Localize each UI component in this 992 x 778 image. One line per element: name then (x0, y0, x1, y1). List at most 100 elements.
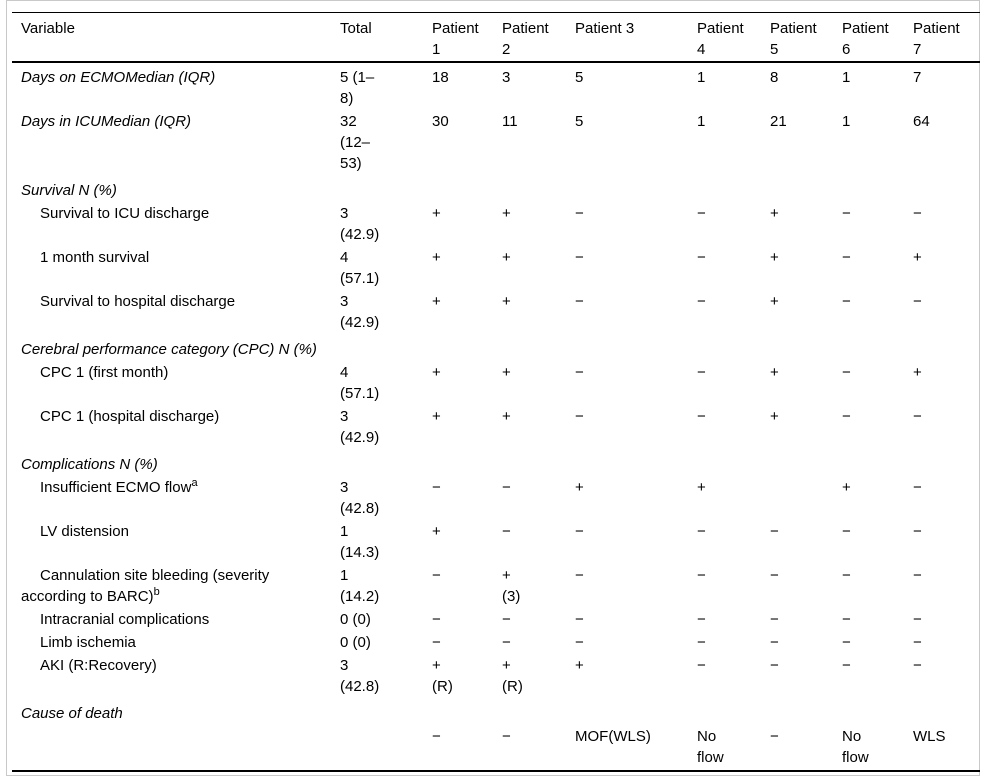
cell-patient-6: − (842, 205, 851, 222)
cell-patient-7: − (913, 205, 922, 222)
cell-patient-5: + (770, 293, 779, 310)
variable-text: LV distension (40, 523, 129, 540)
cell-patient-6: − (842, 293, 851, 310)
table-row: AKI (R:Recovery) 3 (42.8) + (R) + (R) + − − − − (21, 655, 980, 697)
cell-patient-3: − (575, 408, 584, 425)
column-header-total: Total (340, 20, 372, 37)
cell-patient-1: + (432, 293, 441, 310)
table-row: CPC 1 (hospital discharge) 3 (42.9) + + − − + −… (21, 406, 980, 448)
section-label: Cause of death (21, 703, 340, 724)
table-row: Days on ECMOMedian (IQR) 5 (1– 8) 18 3 5 1 8 1 7 (21, 67, 980, 109)
variable-text: Intracranial complications (40, 611, 210, 628)
column-header-patient-2: Patient 2 (502, 20, 549, 58)
cell-patient-1: − (432, 728, 441, 745)
cell-patient-4: − (697, 634, 706, 651)
cell-patient-7: + (913, 364, 922, 381)
cell-patient-7: − (913, 611, 922, 628)
variable-label: Days in ICUMedian (IQR) (21, 111, 340, 132)
variable-label: Survival to hospital discharge (21, 291, 340, 312)
cell-patient-2: + (502, 249, 511, 266)
section-label: Complications N (%) (21, 454, 340, 475)
variable-text: Complications N (%) (21, 456, 158, 473)
cell-patient-6: − (842, 364, 851, 381)
cell-patient-2: + (R) (502, 657, 523, 695)
table-row: Survival to hospital discharge 3 (42.9) + +… (21, 291, 980, 333)
cell-patient-3: + (575, 479, 584, 496)
variable-label: Cannulation site bleeding (severity acco… (21, 565, 340, 607)
cell-patient-5: 8 (770, 69, 779, 86)
cell-patient-4: − (697, 293, 706, 310)
cell-patient-7: − (913, 523, 922, 540)
cell-patient-2: + (502, 408, 511, 425)
cell-patient-5: − (770, 611, 779, 628)
variable-text: Cerebral performance category (CPC) N (%… (21, 341, 317, 358)
variable-text: AKI (R:Recovery) (40, 657, 157, 674)
cell-patient-2: − (502, 634, 511, 651)
cell-patient-5: + (770, 205, 779, 222)
cell-patient-3: − (575, 523, 584, 540)
cell-total: 3 (42.9) (340, 205, 380, 243)
cell-total: 32 (12– 53) (340, 113, 371, 172)
variable-label: Insufficient ECMO flowa (21, 477, 340, 498)
cell-patient-4: 1 (697, 69, 706, 86)
table-frame: Variable Total Patient 1 Patient 2 Patient… (6, 0, 980, 776)
footnote-marker: a (191, 477, 198, 489)
cell-patient-6: 1 (842, 69, 851, 86)
variable-label: 1 month survival (21, 247, 340, 268)
cell-patient-7: − (913, 479, 922, 496)
cell-patient-7: − (913, 567, 922, 584)
footnote-marker: b (153, 586, 160, 598)
cell-patient-4: − (697, 611, 706, 628)
cell-patient-5: 21 (770, 113, 787, 130)
variable-text: Days in ICUMedian (IQR) (21, 113, 192, 130)
cell-patient-7: − (913, 293, 922, 310)
variable-text: Cannulation site bleeding (severity acco… (21, 567, 270, 605)
cell-patient-1: − (432, 611, 441, 628)
variable-text: Insufficient ECMO flow (40, 479, 192, 496)
cell-patient-7: − (913, 634, 922, 651)
variable-text: CPC 1 (first month) (40, 364, 169, 381)
cell-patient-2: + (502, 205, 511, 222)
cell-patient-4: − (697, 205, 706, 222)
variable-label: LV distension (21, 521, 340, 542)
cell-total: 3 (42.9) (340, 293, 380, 331)
cell-total: 1 (14.2) (340, 567, 380, 605)
cell-patient-7: 7 (913, 69, 922, 86)
cell-total: 3 (42.9) (340, 408, 380, 446)
cell-patient-4: − (697, 523, 706, 540)
variable-label: AKI (R:Recovery) (21, 655, 340, 676)
table-body: Days on ECMOMedian (IQR) 5 (1– 8) 18 3 5 1 8 1 7… (12, 63, 980, 772)
table-row: LV distension 1 (14.3) + − − − − − − (21, 521, 980, 563)
cell-patient-7: − (913, 408, 922, 425)
table-row: Cannulation site bleeding (severity acco… (21, 565, 980, 607)
cell-patient-6: − (842, 611, 851, 628)
cell-patient-1: + (432, 523, 441, 540)
cell-patient-7: − (913, 657, 922, 674)
cell-patient-4: − (697, 408, 706, 425)
cell-patient-4: No flow (697, 728, 724, 766)
cell-patient-6: + (842, 479, 851, 496)
cell-patient-3: 5 (575, 69, 584, 86)
section-row: Complications N (%) (21, 454, 980, 475)
cell-patient-3: − (575, 567, 584, 584)
cell-patient-4: − (697, 567, 706, 584)
variable-label: Limb ischemia (21, 632, 340, 653)
table-row: − − MOF(WLS) No flow − No flow WLS (21, 726, 980, 768)
cell-total: 0 (0) (340, 611, 371, 628)
cell-patient-3: 5 (575, 113, 584, 130)
cell-patient-1: + (R) (432, 657, 453, 695)
cell-patient-6: 1 (842, 113, 851, 130)
cell-patient-2: 11 (502, 113, 518, 130)
cell-patient-5: − (770, 567, 779, 584)
section-row: Cause of death (21, 703, 980, 724)
table-row: 1 month survival 4 (57.1) + + − − + − + (21, 247, 980, 289)
cell-patient-2: − (502, 611, 511, 628)
section-row: Cerebral performance category (CPC) N (%… (21, 339, 980, 360)
patient-outcomes-table: Variable Total Patient 1 Patient 2 Patient… (12, 12, 980, 772)
cell-patient-4: − (697, 364, 706, 381)
section-row: Survival N (%) (21, 180, 980, 201)
cell-patient-6: No flow (842, 728, 869, 766)
cell-patient-1: 30 (432, 113, 449, 130)
cell-patient-1: + (432, 249, 441, 266)
variable-text: Cause of death (21, 705, 123, 722)
